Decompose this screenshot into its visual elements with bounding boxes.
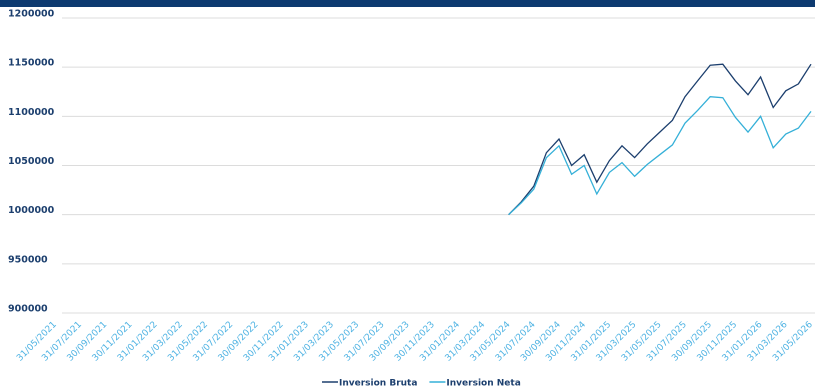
- y-tick-label: 1100000: [8, 107, 55, 118]
- labels: 900000 950000 1000000 1050000 1100000 1150000…: [8, 9, 815, 364]
- legend: Inversion Bruta Inversion Neta: [322, 379, 521, 389]
- series-line: [508, 63, 812, 216]
- y-tick-label: 1200000: [8, 9, 55, 20]
- y-tick-label: 1050000: [8, 156, 55, 167]
- y-tick-label: 1150000: [8, 58, 55, 69]
- y-tick-label: 900000: [8, 304, 48, 315]
- series-line: [508, 96, 812, 216]
- y-tick-label: 950000: [8, 254, 48, 265]
- legend-label: Inversion Neta: [446, 379, 520, 389]
- legend-label: Inversion Bruta: [339, 379, 417, 389]
- grid: [62, 17, 815, 314]
- header-bar: [0, 0, 815, 7]
- y-tick-label: 1000000: [8, 205, 55, 216]
- lines: [508, 63, 812, 216]
